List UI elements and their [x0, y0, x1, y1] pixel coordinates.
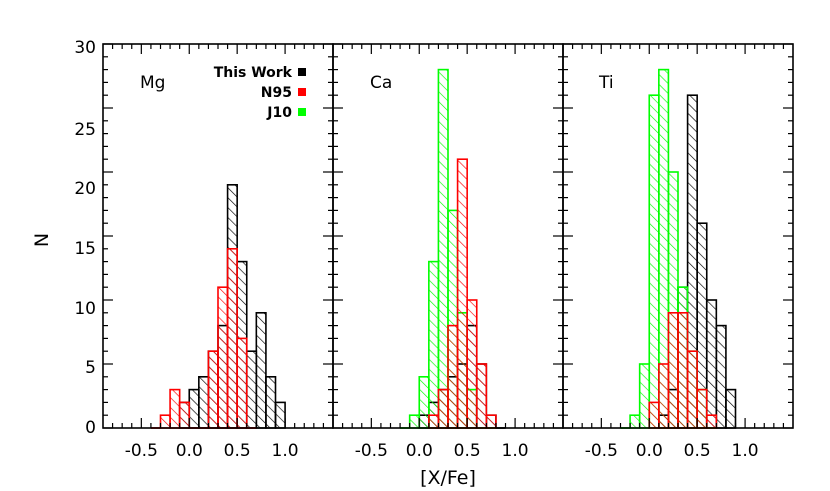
panels-layer: -0.5 0.0 0.5 1.0 -0.5 0.0 0.5 1.0 -0.5 0.0 0.5 1.0 [102, 43, 794, 461]
histogram-bar [447, 324, 459, 429]
panel-ca: -0.5 0.0 0.5 1.0 [332, 43, 564, 461]
y-tick-labels: 0 5 10 15 20 25 30 [74, 38, 96, 438]
histogram-bar [705, 299, 718, 429]
histogram-bar [475, 363, 488, 429]
histogram-bar [265, 375, 277, 429]
x-tick-label: 0.5 [684, 441, 711, 461]
histogram-bar [456, 158, 468, 429]
y-tick-label: 5 [85, 358, 96, 378]
histogram-bar [428, 414, 440, 429]
x-tick-label: 0.0 [406, 441, 433, 461]
y-tick-label: 30 [74, 38, 96, 58]
x-tick-label: -0.5 [355, 441, 388, 461]
panel-mg: -0.5 0.0 0.5 1.0 [102, 43, 334, 461]
histogram-bar [725, 388, 737, 429]
histogram-bar [245, 350, 258, 429]
histogram-bar [658, 363, 670, 429]
x-tick-label: 1.0 [502, 441, 529, 461]
histogram-bar [217, 286, 229, 429]
histogram-bar [715, 324, 727, 429]
panel-label-mg: Mg [140, 73, 165, 93]
histogram-bar [159, 414, 171, 429]
histogram-bar [418, 375, 430, 429]
histogram-bar [169, 388, 181, 429]
series-n95 [150, 248, 257, 429]
x-tick-label: -0.5 [125, 441, 158, 461]
histogram-bar [255, 311, 267, 429]
histogram-bar [408, 414, 421, 429]
x-tick-label: 0.5 [454, 441, 481, 461]
histogram-bar [428, 260, 440, 429]
x-axis-title: [X/Fe] [420, 467, 476, 489]
histogram-bar [274, 401, 286, 429]
y-tick-label: 0 [85, 418, 96, 438]
x-tick-label: 0.0 [636, 441, 663, 461]
histogram-bar [696, 388, 708, 429]
histogram-bar [677, 311, 689, 429]
legend-swatch-j10 [298, 108, 306, 116]
panel-ti: -0.5 0.0 0.5 1.0 [562, 43, 794, 461]
histogram-bar [226, 248, 238, 429]
histogram-bar [629, 414, 641, 429]
y-tick-label: 25 [74, 120, 96, 140]
histogram-bar [207, 350, 219, 429]
legend-swatch-n95 [298, 88, 306, 96]
histogram-bar [236, 337, 248, 429]
x-tick-label: 1.0 [732, 441, 759, 461]
histogram-bar [188, 388, 200, 429]
histogram-bar [648, 94, 660, 429]
histogram-bar [705, 414, 718, 429]
y-axis-title: N [31, 233, 53, 247]
histogram-bar [437, 388, 449, 429]
legend-label-j10: J10 [266, 105, 292, 121]
legend-label-this-work: This Work [214, 65, 293, 81]
histogram-bar [638, 363, 651, 429]
histogram-bar [667, 311, 679, 429]
legend-swatch-this-work [298, 68, 306, 76]
x-tick-label: 0.5 [224, 441, 251, 461]
histogram-bar [466, 299, 478, 429]
histogram-bar [198, 375, 210, 429]
x-tick-label: 0.0 [176, 441, 203, 461]
panel-label-ti: Ti [598, 73, 614, 93]
histogram-bar [485, 414, 497, 429]
histogram-bar [648, 401, 660, 429]
panel-label-ca: Ca [370, 73, 392, 93]
y-tick-label: 10 [74, 299, 96, 319]
legend-label-n95: N95 [261, 85, 292, 101]
histogram-bar [178, 401, 191, 429]
x-tick-label: -0.5 [585, 441, 618, 461]
y-tick-label: 15 [74, 239, 96, 259]
histogram-bar [437, 68, 449, 429]
histogram-bar [686, 350, 698, 429]
x-tick-label: 1.0 [272, 441, 299, 461]
legend: This Work N95 J10 [214, 65, 306, 121]
y-tick-label: 20 [74, 179, 96, 199]
